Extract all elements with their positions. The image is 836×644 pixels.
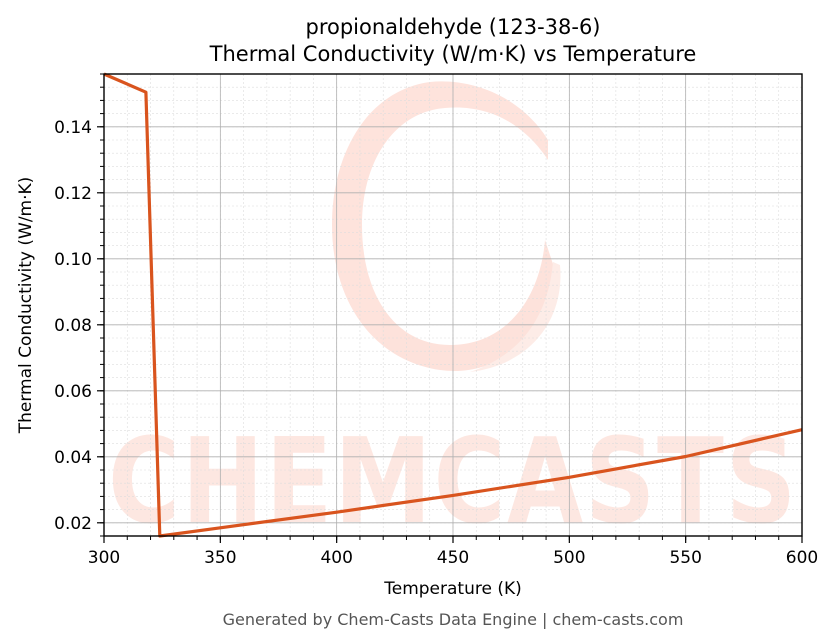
x-axis-label: Temperature (K) <box>383 579 522 599</box>
series-line <box>103 72 803 538</box>
chart-subtitle: Thermal Conductivity (W/m·K) vs Temperat… <box>209 42 697 66</box>
x-tick-label: 600 <box>786 548 818 568</box>
y-tick-label: 0.04 <box>54 448 92 468</box>
y-tick-label: 0.02 <box>54 514 92 534</box>
y-tick-label: 0.12 <box>54 184 92 204</box>
y-tick-label: 0.14 <box>54 118 92 138</box>
footer-credit: Generated by Chem-Casts Data Engine | ch… <box>223 610 684 629</box>
y-tick-label: 0.10 <box>54 250 92 270</box>
x-tick-label: 300 <box>88 548 120 568</box>
x-axis: 300 350 400 450 500 550 600 <box>88 536 818 568</box>
x-tick-label: 450 <box>437 548 469 568</box>
x-tick-label: 550 <box>669 548 701 568</box>
chart-title: propionaldehyde (123-38-6) <box>306 15 601 39</box>
y-tick-label: 0.06 <box>54 382 92 402</box>
y-tick-label: 0.08 <box>54 316 92 336</box>
x-tick-label: 500 <box>553 548 585 568</box>
y-axis-label: Thermal Conductivity (W/m·K) <box>16 177 36 435</box>
x-tick-label: 400 <box>320 548 352 568</box>
y-axis: 0.02 0.04 0.06 0.08 0.10 0.12 0.14 <box>54 73 104 537</box>
x-tick-label: 350 <box>204 548 236 568</box>
